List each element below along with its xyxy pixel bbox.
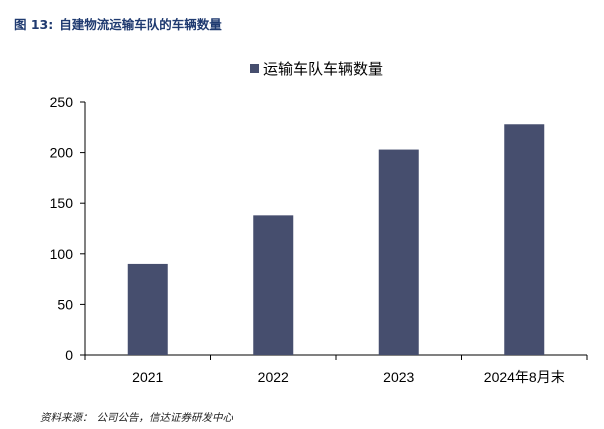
chart-axes — [80, 101, 588, 360]
y-tick-label: 250 — [50, 94, 74, 110]
source-text: 公司公告，信达证券研发中心 — [96, 412, 234, 424]
bar — [253, 215, 294, 355]
y-tick-labels: 0 50 100 150 200 250 — [50, 94, 74, 363]
figure-caption: 自建物流运输车队的车辆数量 — [59, 17, 222, 32]
y-tick-label: 50 — [57, 296, 73, 312]
y-tick-label: 100 — [50, 246, 74, 262]
x-tick-label: 2022 — [258, 369, 289, 385]
figure-label: 图 13: — [14, 17, 54, 32]
y-tick-label: 150 — [50, 195, 74, 211]
x-tick-labels: 2021 2022 2023 2024年8月末 — [132, 369, 565, 385]
source-note: 资料来源： 公司公告，信达证券研发中心 — [40, 410, 237, 425]
bar — [127, 263, 168, 355]
bar — [504, 124, 545, 355]
bar — [378, 149, 419, 355]
source-label: 资料来源： — [40, 412, 93, 424]
x-tick-label: 2021 — [132, 369, 163, 385]
y-tick-label: 200 — [50, 145, 74, 161]
chart-bars — [127, 124, 545, 355]
legend-swatch — [250, 64, 259, 73]
figure-title: 图 13: 自建物流运输车队的车辆数量 — [14, 14, 228, 33]
y-tick-label: 0 — [65, 347, 73, 363]
chart-legend: 运输车队车辆数量 — [250, 61, 383, 78]
legend-label: 运输车队车辆数量 — [263, 61, 383, 78]
x-tick-label: 2023 — [383, 369, 414, 385]
x-tick-label: 2024年8月末 — [484, 369, 565, 385]
